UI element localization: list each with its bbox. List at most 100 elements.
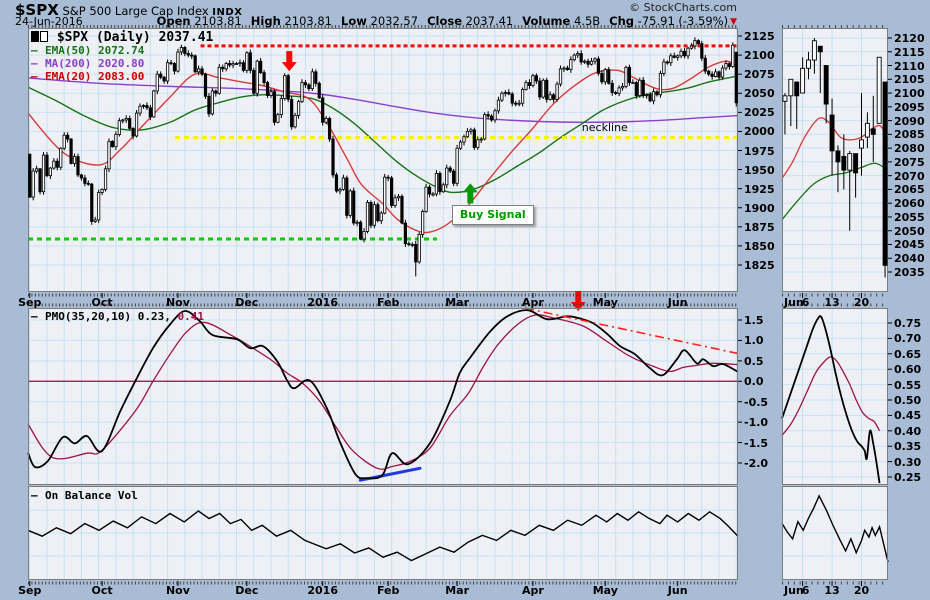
y-axis-label: 2105 (894, 73, 925, 87)
x-axis-month-label: Feb (376, 296, 400, 309)
y-axis-label: 2085 (894, 128, 925, 142)
mini-x-axis-month-label: Jun (784, 296, 804, 309)
y-axis-label: 2095 (894, 100, 925, 114)
overlay-EMA(50) (27, 75, 739, 194)
candlestick-icon (31, 31, 39, 42)
y-axis-label: 0.75 (894, 317, 922, 330)
mini-x-axis-label: 20 (853, 584, 870, 597)
x-axis-month-label: Dec (235, 296, 259, 309)
mini-x-axis-label: 6 (801, 584, 810, 597)
mini-price-panel (781, 28, 892, 586)
mini-x-axis-label: 20 (853, 296, 870, 309)
line-swatch: — (31, 70, 38, 83)
legend-ema50: EMA(50) 2072.74 (45, 44, 145, 57)
main-chart-legend: $SPX (Daily) 2037.41 — EMA(50) 2072.74 — M… (31, 30, 213, 83)
y-axis-label: 0.25 (894, 471, 922, 484)
y-axis-label: 0.50 (894, 394, 922, 407)
pmo-label: PMO(35,20,10) 0.23, (45, 310, 171, 323)
legend-ma200-row: — MA(200) 2020.80 (31, 57, 213, 70)
y-axis-label: -1.5 (744, 436, 769, 450)
x-axis-month-label: Sep (18, 584, 42, 597)
obv-legend: — On Balance Vol (31, 489, 138, 502)
y-axis-label: 2055 (894, 210, 925, 224)
x-axis-month-label: May (592, 584, 618, 597)
mini-candlesticks (782, 38, 888, 278)
legend-title-row: $SPX (Daily) 2037.41 (31, 30, 213, 44)
green-up-arrow (462, 183, 478, 204)
obv-panel (27, 486, 739, 580)
y-axis-label: -2.0 (744, 456, 769, 470)
mini-x-axis-label: 6 (801, 296, 810, 309)
mini-obv-panel (781, 486, 889, 580)
mini-x-axis-label: 13 (824, 584, 840, 597)
obv-line (27, 510, 739, 562)
mini-pmo-series-PMO (781, 315, 881, 484)
x-axis-month-label: Oct (91, 296, 113, 309)
x-axis-month-label: 2016 (307, 296, 338, 309)
legend-ema20: EMA(20) 2083.00 (45, 70, 145, 83)
y-axis-label: 1825 (744, 259, 775, 272)
y-axis-label: 0.40 (894, 424, 922, 438)
y-axis-label: 2065 (894, 183, 925, 197)
x-axis-month-label: 2016 (307, 584, 338, 597)
y-axis-label: 2100 (744, 49, 775, 63)
obv-legend-row: — On Balance Vol (31, 489, 138, 502)
line-swatch: — (31, 489, 38, 502)
y-axis-label: 0.0 (744, 375, 764, 389)
y-axis-label: 1875 (744, 220, 775, 234)
y-axis-label: 0.5 (744, 354, 764, 368)
y-axis-label: 0.60 (894, 363, 922, 377)
x-axis-month-label: Oct (91, 584, 113, 597)
main-price-panel (27, 28, 742, 586)
red-down-arrow (281, 51, 297, 72)
x-axis-month-label: Sep (18, 296, 42, 309)
y-axis-label: 1.0 (744, 334, 764, 348)
x-axis-month-label: Nov (165, 584, 190, 597)
pmo-legend: — PMO(35,20,10) 0.23, 0.41 (31, 310, 204, 323)
overlay-MA(200) (27, 77, 739, 123)
pmo-legend-row: — PMO(35,20,10) 0.23, 0.41 (31, 310, 204, 323)
y-axis-label: 2075 (894, 155, 925, 169)
y-axis-label: 1900 (744, 201, 775, 215)
y-axis-label: 2075 (744, 68, 775, 82)
y-axis-label: 1850 (744, 239, 775, 253)
y-axis-label: 2050 (744, 87, 775, 101)
candlestick-icon (40, 31, 48, 42)
line-swatch: — (31, 44, 38, 57)
mini-x-axis-month-label: Jun (784, 584, 804, 597)
line-swatch: — (31, 57, 38, 70)
x-axis-month-label: Apr (522, 296, 544, 309)
y-axis-label: 2045 (894, 238, 925, 252)
x-axis-month-label: Jun (667, 296, 688, 309)
y-axis-label: 1950 (744, 163, 775, 177)
x-axis-month-label: Dec (235, 584, 259, 597)
y-axis-label: 2125 (744, 30, 775, 43)
y-axis-label: 1.5 (744, 314, 764, 327)
legend-ma200: MA(200) 2020.80 (45, 57, 145, 70)
legend-ema50-row: — EMA(50) 2072.74 (31, 44, 213, 57)
mini-obv-line (781, 494, 889, 563)
pmo-series-Signal (27, 314, 739, 470)
y-axis-label: -0.5 (744, 395, 769, 409)
y-axis-label: 2110 (894, 59, 925, 73)
y-axis-label: 0.45 (894, 409, 922, 423)
mini-pmo-panel (781, 308, 892, 485)
y-axis-label: 1925 (744, 182, 775, 196)
y-axis-label: 2060 (894, 197, 925, 211)
candlesticks (28, 37, 738, 277)
obv-label: On Balance Vol (45, 489, 138, 502)
y-axis-label: 2025 (744, 106, 775, 120)
red-dashdot-trendline (524, 307, 739, 355)
x-axis-month-label: Apr (522, 584, 544, 597)
y-axis-label: 2080 (894, 142, 925, 156)
x-axis-month-label: Jun (667, 584, 688, 597)
y-axis-label: 2000 (744, 125, 775, 139)
line-swatch: — (31, 310, 38, 323)
pmo-panel (27, 291, 742, 485)
x-axis-month-label: Feb (376, 584, 400, 597)
legend-ema20-row: — EMA(20) 2083.00 (31, 70, 213, 83)
mini-x-axis-label: 13 (824, 296, 840, 309)
x-axis-month-label: Mar (445, 296, 469, 309)
